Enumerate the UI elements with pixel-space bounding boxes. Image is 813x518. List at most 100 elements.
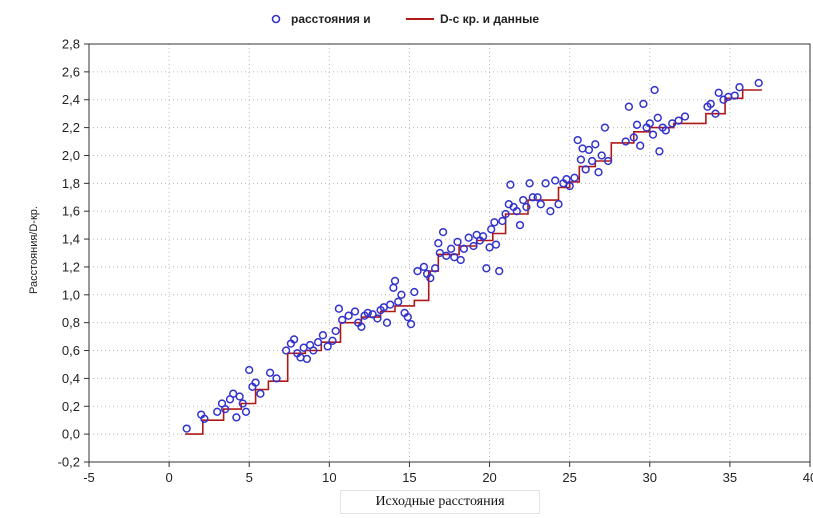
data-point [318,331,328,340]
data-point [487,225,496,234]
x-tick-label: 20 [482,470,496,485]
data-point [525,179,534,188]
x-tick-label: 25 [562,470,576,485]
data-point [221,404,230,414]
data-point [639,99,648,109]
data-point [490,218,499,227]
legend: расстояния и D-с кр. и данные [271,12,539,26]
y-tick-label: -0,2 [58,455,80,470]
data-point [603,156,613,166]
data-point [573,135,582,145]
data-point [289,335,299,344]
x-tick-label: -5 [83,470,95,485]
data-point [442,251,451,260]
data-point [636,141,645,150]
data-point [587,156,597,166]
data-point [498,216,507,226]
data-point [272,374,281,383]
data-point [519,195,528,205]
data-point [357,322,366,331]
data-point [232,413,241,422]
data-point [706,99,715,109]
data-point [331,326,340,336]
data-point [632,120,642,129]
y-tick-label: 2,2 [62,120,80,135]
data-point [213,407,222,416]
data-point [554,200,563,209]
data-point [576,155,586,164]
data-point [533,193,542,202]
data-point [235,392,244,401]
data-point [281,346,291,355]
data-point [522,202,531,212]
data-point [446,244,456,253]
data-point [714,88,723,97]
data-point [368,310,377,319]
data-point [397,290,406,299]
y-tick-label: 0,2 [62,399,80,414]
y-tick-label: 1,2 [62,259,80,274]
data-point [754,78,763,88]
data-point [629,133,638,142]
step-line [185,89,762,435]
data-point [600,123,610,132]
data-point [456,255,465,265]
y-tick-label: 2,8 [62,37,80,52]
x-tick-label: 15 [402,470,416,485]
data-point [453,237,462,247]
data-point [591,140,600,149]
data-point [551,176,560,185]
data-point [328,336,337,345]
data-point [735,83,744,92]
data-point [338,315,347,325]
data-point [653,113,662,122]
x-tick-label: 35 [723,470,737,485]
data-point [624,102,634,111]
data-point [386,300,395,309]
data-point [562,175,571,184]
y-tick-label: 1,8 [62,176,80,191]
data-point [413,266,422,276]
data-point [373,314,382,323]
y-tick-label: 2,0 [62,148,80,163]
y-tick-label: 1,4 [62,232,80,247]
data-point [464,233,473,242]
x-axis-label: Исходные расстояния [340,490,540,514]
y-tick-label: 1,0 [62,287,80,302]
data-point [482,264,491,273]
grid-lines [88,43,811,463]
data-point [650,85,659,95]
data-point [597,151,606,160]
data-point [730,91,739,100]
y-tick-label: 0,6 [62,343,80,358]
data-point [584,145,594,155]
data-point [302,354,312,364]
y-tick-labels: -0,2 0,0 0,2 0,4 0,6 0,8 1,0 1,2 1,4 1,6 1,8 2,0 2,2… [58,37,89,470]
data-point [528,193,537,202]
data-point [256,389,265,398]
data-point [621,137,630,146]
data-point [419,262,429,272]
data-point [565,181,574,191]
data-point [323,342,332,351]
data-point [238,399,247,408]
data-point [661,126,670,135]
data-point [594,168,603,177]
x-tick-label: 30 [643,470,657,485]
step-series [185,89,762,435]
y-tick-label: 2,4 [62,92,80,107]
data-point [680,112,690,121]
data-point [245,365,254,375]
data-point [382,318,392,327]
y-axis-label: Расстояния/D-кр. [28,206,40,294]
data-point [536,200,545,209]
legend-marker-points [271,14,281,24]
x-tick-labels: -5 0 5 10 15 20 25 30 35 40 [83,462,813,485]
y-tick-label: 1,6 [62,204,80,219]
data-point [491,240,501,249]
data-point [363,308,372,318]
data-point [394,297,403,306]
data-point [309,346,318,355]
y-tick-label: 0,4 [62,371,80,386]
